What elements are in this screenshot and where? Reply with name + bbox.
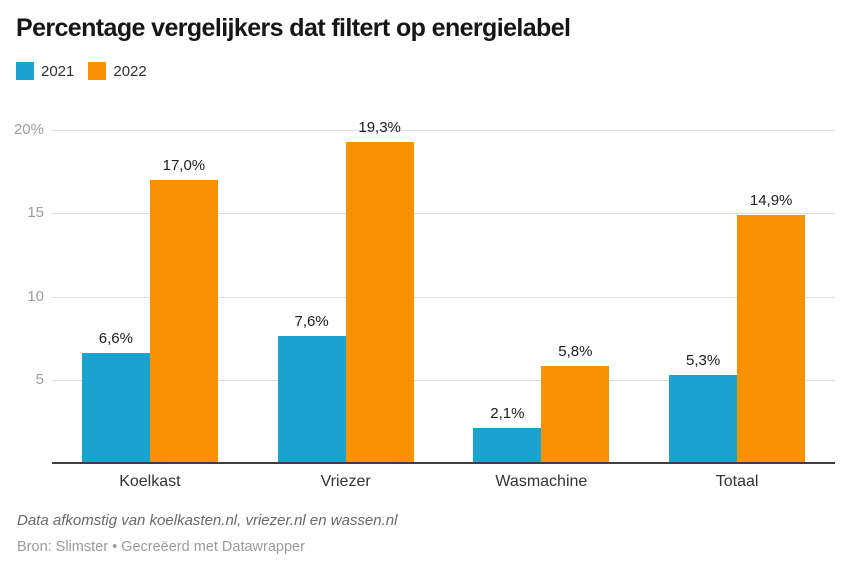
x-axis-label-totaal: Totaal [715,473,759,490]
chart-footer: Data afkomstig van koelkasten.nl, vrieze… [17,511,397,556]
value-label-2021-wasmachine: 2,1% [490,405,525,423]
bar-2021-wasmachine [473,428,542,463]
bar-2021-totaal [669,374,738,463]
legend: 2021 2022 [16,62,147,80]
value-label-2021-totaal: 5,3% [686,351,721,369]
legend-swatch-2021 [16,62,34,80]
bar-2021-koelkast [81,353,150,463]
y-axis-tick-20: 20% [13,121,44,138]
plot-area: 6,6% 17,0% 7,6% 19,3% 2,1% 5,8% 5,3% 14,9% [52,119,835,464]
bar-2022-wasmachine [541,366,610,463]
legend-item-2021: 2021 [16,62,74,80]
y-axis-tick-15: 15 [27,204,44,222]
x-axis-label-vriezer: Vriezer [320,473,371,490]
legend-swatch-2022 [88,62,107,80]
gridline-5 [52,379,835,381]
value-label-2021-vriezer: 7,6% [294,313,329,331]
legend-item-2022: 2022 [88,62,147,80]
x-axis-label-wasmachine: Wasmachine [495,473,588,490]
gridline-10 [52,296,835,298]
bar-2021-vriezer [277,336,346,463]
bar-2022-totaal [737,214,806,463]
value-label-2022-koelkast: 17,0% [162,156,206,174]
bar-2022-koelkast [149,179,218,463]
chart-notes: Data afkomstig van koelkasten.nl, vrieze… [17,512,398,529]
chart-source: Bron: Slimster • Gecreëerd met Datawrapp… [17,539,305,555]
gridline-15 [52,213,835,215]
gridline-20 [52,130,835,131]
x-axis-line [52,462,835,464]
x-axis-label-koelkast: Koelkast [119,473,181,490]
legend-label-2022: 2022 [113,62,147,80]
legend-label-2021: 2021 [41,62,75,80]
value-label-2021-koelkast: 6,6% [98,330,133,348]
value-label-2022-vriezer: 19,3% [358,118,401,136]
chart-title: Percentage vergelijkers dat filtert op e… [16,14,571,42]
value-label-2022-wasmachine: 5,8% [558,343,593,361]
y-axis-tick-5: 5 [35,370,44,388]
y-axis-tick-10: 10 [27,287,44,305]
bar-2022-vriezer [345,141,414,463]
value-label-2022-totaal: 14,9% [749,191,793,209]
